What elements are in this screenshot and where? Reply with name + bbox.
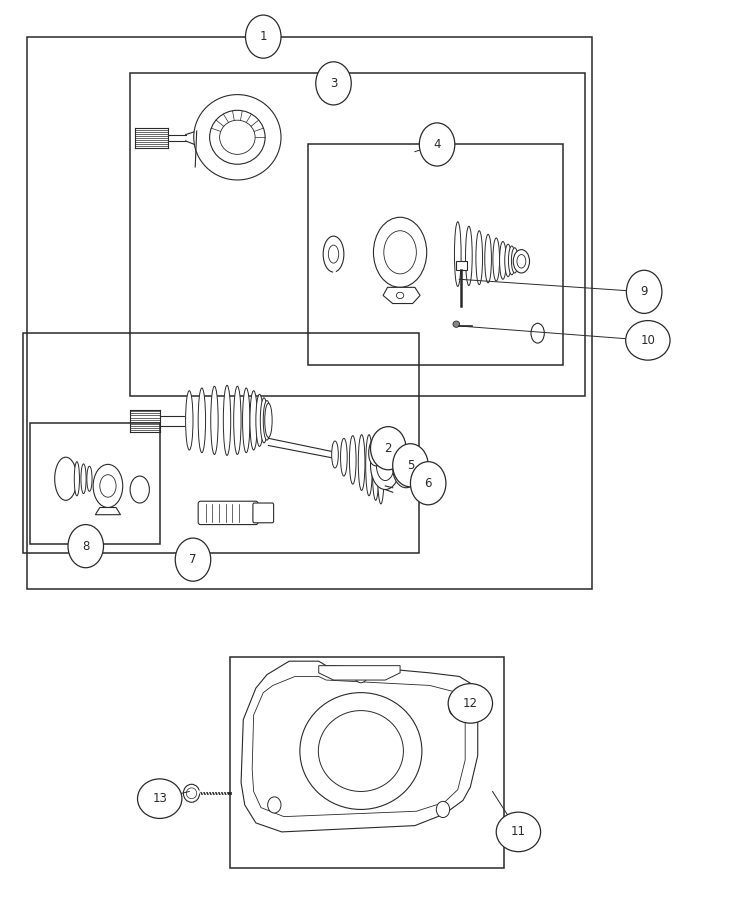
Ellipse shape bbox=[393, 444, 428, 487]
Ellipse shape bbox=[210, 386, 218, 454]
FancyBboxPatch shape bbox=[253, 503, 273, 523]
Ellipse shape bbox=[300, 693, 422, 809]
Ellipse shape bbox=[242, 388, 250, 453]
Ellipse shape bbox=[370, 441, 400, 490]
Ellipse shape bbox=[354, 667, 368, 683]
Ellipse shape bbox=[175, 538, 210, 581]
Ellipse shape bbox=[268, 796, 281, 813]
Text: 10: 10 bbox=[640, 334, 655, 346]
Text: 11: 11 bbox=[511, 825, 526, 839]
Ellipse shape bbox=[411, 462, 446, 505]
Ellipse shape bbox=[493, 238, 499, 281]
Polygon shape bbox=[319, 666, 400, 680]
Polygon shape bbox=[241, 662, 478, 832]
Polygon shape bbox=[96, 508, 121, 515]
Ellipse shape bbox=[420, 472, 439, 500]
Text: 4: 4 bbox=[433, 138, 441, 151]
Polygon shape bbox=[383, 287, 420, 303]
FancyBboxPatch shape bbox=[198, 501, 258, 525]
Ellipse shape bbox=[366, 435, 372, 496]
Ellipse shape bbox=[256, 394, 263, 446]
Text: 3: 3 bbox=[330, 76, 337, 90]
Ellipse shape bbox=[341, 438, 348, 476]
Ellipse shape bbox=[436, 801, 450, 817]
Ellipse shape bbox=[55, 457, 77, 500]
Text: 9: 9 bbox=[640, 285, 648, 298]
Ellipse shape bbox=[81, 464, 86, 493]
Ellipse shape bbox=[511, 248, 518, 273]
Ellipse shape bbox=[476, 230, 482, 284]
Ellipse shape bbox=[233, 386, 241, 454]
Ellipse shape bbox=[265, 403, 272, 437]
Ellipse shape bbox=[517, 255, 526, 268]
Text: 8: 8 bbox=[82, 540, 90, 553]
Ellipse shape bbox=[626, 270, 662, 313]
Ellipse shape bbox=[393, 448, 419, 488]
Ellipse shape bbox=[625, 320, 670, 360]
Ellipse shape bbox=[350, 436, 356, 484]
Ellipse shape bbox=[138, 778, 182, 818]
Ellipse shape bbox=[316, 62, 351, 105]
Ellipse shape bbox=[514, 249, 530, 273]
Ellipse shape bbox=[319, 711, 403, 791]
Ellipse shape bbox=[499, 241, 506, 279]
FancyBboxPatch shape bbox=[456, 261, 467, 270]
Ellipse shape bbox=[370, 427, 406, 470]
Ellipse shape bbox=[100, 474, 116, 497]
Ellipse shape bbox=[377, 437, 384, 504]
Text: 1: 1 bbox=[259, 30, 267, 43]
Ellipse shape bbox=[376, 450, 394, 481]
Ellipse shape bbox=[465, 226, 472, 285]
Ellipse shape bbox=[130, 476, 150, 503]
Ellipse shape bbox=[454, 221, 461, 286]
Ellipse shape bbox=[372, 436, 379, 500]
Ellipse shape bbox=[369, 434, 387, 466]
Ellipse shape bbox=[373, 441, 382, 459]
Ellipse shape bbox=[185, 391, 193, 450]
Ellipse shape bbox=[496, 812, 541, 851]
Ellipse shape bbox=[419, 123, 455, 166]
Ellipse shape bbox=[210, 111, 265, 164]
Ellipse shape bbox=[399, 456, 413, 480]
Ellipse shape bbox=[263, 400, 270, 440]
Ellipse shape bbox=[505, 244, 511, 276]
Ellipse shape bbox=[328, 245, 339, 263]
Text: 2: 2 bbox=[385, 442, 392, 454]
Ellipse shape bbox=[384, 230, 416, 274]
Ellipse shape bbox=[453, 321, 459, 328]
Text: 6: 6 bbox=[425, 477, 432, 490]
Ellipse shape bbox=[359, 435, 365, 491]
Ellipse shape bbox=[531, 323, 545, 343]
Ellipse shape bbox=[260, 398, 268, 443]
Ellipse shape bbox=[183, 784, 199, 802]
Text: 13: 13 bbox=[152, 792, 167, 806]
Ellipse shape bbox=[508, 246, 515, 274]
Ellipse shape bbox=[485, 234, 491, 283]
Ellipse shape bbox=[332, 441, 339, 468]
Ellipse shape bbox=[448, 684, 493, 724]
Ellipse shape bbox=[425, 479, 434, 493]
Ellipse shape bbox=[68, 525, 104, 568]
Text: 12: 12 bbox=[463, 697, 478, 710]
Ellipse shape bbox=[250, 391, 257, 450]
Ellipse shape bbox=[93, 464, 123, 508]
Ellipse shape bbox=[373, 217, 427, 287]
Ellipse shape bbox=[323, 236, 344, 272]
Ellipse shape bbox=[74, 462, 79, 496]
Ellipse shape bbox=[87, 466, 92, 491]
Ellipse shape bbox=[245, 15, 281, 58]
Ellipse shape bbox=[449, 698, 458, 716]
Text: 7: 7 bbox=[189, 554, 197, 566]
Ellipse shape bbox=[198, 388, 205, 453]
Text: 5: 5 bbox=[407, 459, 414, 472]
Ellipse shape bbox=[223, 385, 230, 455]
Ellipse shape bbox=[193, 94, 281, 180]
